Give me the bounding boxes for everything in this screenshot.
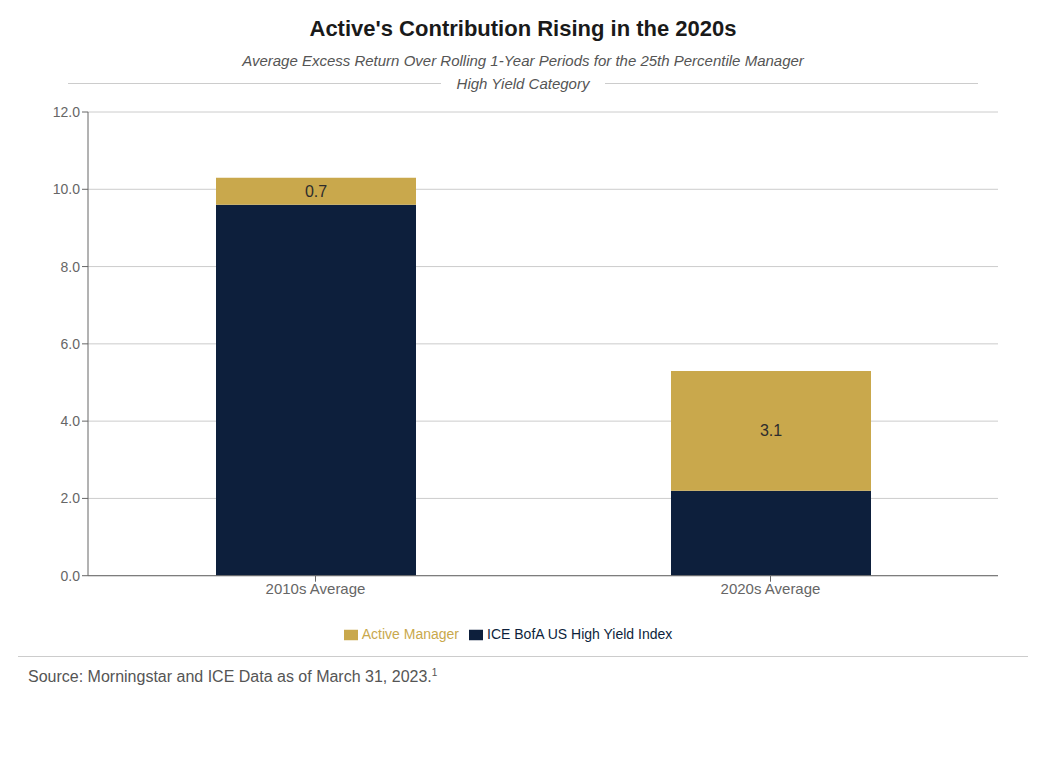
- svg-text:10.0: 10.0: [53, 181, 80, 197]
- html-text:ICE BofA US High Yield Index: ICE BofA US High Yield Index: [487, 625, 673, 642]
- html-text:Active's Contribution Rising i: Active's Contribution Rising in the 2020…: [309, 16, 737, 41]
- svg-text:6.0: 6.0: [61, 336, 81, 352]
- svg-text:8.0: 8.0: [61, 259, 81, 275]
- svg-text:3.1: 3.1: [760, 422, 782, 439]
- svg-text:2010s Average: 2010s Average: [266, 580, 366, 597]
- html-text:Active Manager: Active Manager: [361, 625, 459, 642]
- svg-text:2.0: 2.0: [61, 490, 81, 506]
- html-text:Source: Morningstar and ICE Da: Source: Morningstar and ICE Data as of M…: [28, 667, 438, 686]
- svg-text:0.7: 0.7: [305, 183, 327, 200]
- html-text:Average Excess Return Over Rol: Average Excess Return Over Rolling 1-Yea…: [242, 52, 804, 69]
- svg-text:2020s Average: 2020s Average: [721, 580, 821, 597]
- svg-text:4.0: 4.0: [61, 413, 81, 429]
- svg-text:12.0: 12.0: [53, 104, 80, 120]
- svg-text:0.0: 0.0: [61, 568, 81, 584]
- html-text:High Yield Category: High Yield Category: [456, 75, 590, 92]
